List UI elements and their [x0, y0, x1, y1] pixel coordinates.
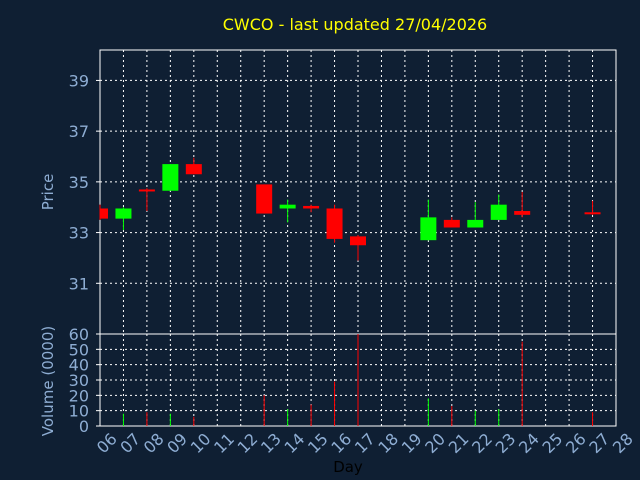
volume-tick-label: 0	[79, 417, 89, 436]
candle-body	[256, 184, 273, 214]
plot-area: 0607080910111213141516171819202122232425…	[69, 49, 637, 457]
candle-body	[185, 164, 202, 175]
price-tick-label: 39	[69, 71, 89, 90]
candle-body	[350, 236, 366, 246]
candle-body	[138, 189, 155, 192]
candle-body	[162, 164, 179, 191]
price-tick-label: 31	[69, 274, 89, 293]
candle-body	[467, 219, 484, 228]
candle-body	[490, 204, 507, 220]
candle-body	[100, 208, 108, 219]
candle-body	[443, 219, 460, 228]
candle-body	[115, 208, 132, 219]
volume-tick-label: 60	[69, 325, 89, 344]
candle-body	[279, 204, 296, 209]
candle-body	[420, 217, 437, 241]
x-axis-label: Day	[333, 458, 363, 476]
price-axis-label: Price	[39, 174, 57, 211]
price-tick-label: 33	[69, 224, 89, 243]
volume-axis-label: Volume (0000)	[39, 326, 57, 436]
volume-tick-label: 10	[69, 402, 89, 421]
candle-body	[514, 211, 531, 215]
price-tick-label: 35	[69, 173, 89, 192]
candle-body	[584, 212, 601, 215]
chart-title: CWCO - last updated 27/04/2026	[223, 15, 487, 34]
price-tick-label: 37	[69, 122, 89, 141]
candle-body	[326, 208, 343, 239]
volume-tick-label: 40	[69, 356, 89, 375]
volume-tick-label: 50	[69, 340, 89, 359]
volume-tick-label: 30	[69, 371, 89, 390]
candle-body	[303, 205, 320, 209]
x-tick-label: 28	[609, 429, 637, 457]
volume-tick-label: 20	[69, 386, 89, 405]
